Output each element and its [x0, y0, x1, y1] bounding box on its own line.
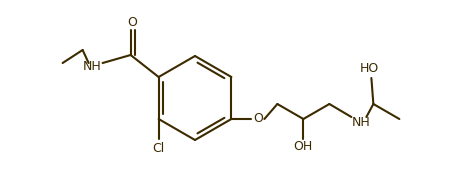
- Text: OH: OH: [294, 140, 313, 153]
- Text: NH: NH: [352, 115, 371, 128]
- Text: NH: NH: [82, 59, 101, 73]
- Text: O: O: [128, 17, 137, 30]
- Text: O: O: [253, 112, 263, 125]
- Text: Cl: Cl: [152, 142, 165, 155]
- Text: HO: HO: [360, 62, 379, 76]
